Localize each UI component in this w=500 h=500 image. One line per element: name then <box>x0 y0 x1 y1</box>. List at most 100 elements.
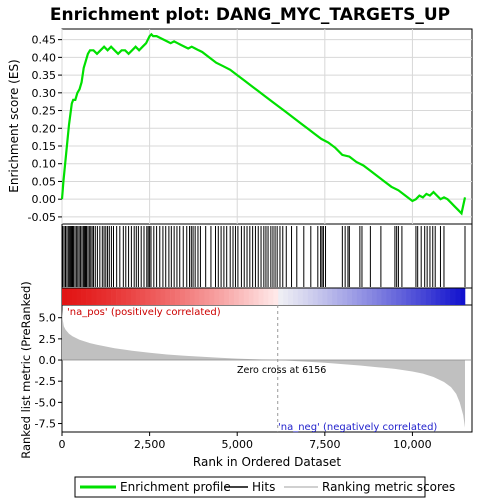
color-bar-segment <box>243 288 250 305</box>
color-bar-segment <box>455 288 461 305</box>
x-axis-ticks: 0 2,500 5,000 7,500 10,000 <box>59 432 432 451</box>
color-bar-segment <box>420 288 426 305</box>
color-bar-segment <box>125 288 132 305</box>
rank-color-bar <box>62 287 472 305</box>
color-bar-segment <box>332 288 338 305</box>
color-bar-segment <box>342 288 348 305</box>
color-bar-segment <box>391 288 397 305</box>
color-bar-segment <box>91 288 97 305</box>
color-bar-segment <box>155 288 161 305</box>
es-y-tick-label: 0.30 <box>32 87 57 100</box>
color-bar-segment <box>76 288 82 305</box>
color-bar-segment <box>376 288 382 305</box>
color-bar-segment <box>445 288 451 305</box>
color-bar-segment <box>386 288 392 305</box>
color-bar-segment <box>160 288 166 305</box>
color-bar-segment <box>238 288 245 305</box>
x-tick-label: 7,500 <box>309 438 341 451</box>
metric-area <box>62 305 472 432</box>
color-bar-segment <box>116 288 122 305</box>
negative-correlation-label: 'na_neg' (negatively correlated) <box>278 422 437 433</box>
es-panel-frame <box>61 28 473 225</box>
metric-y-tick-label: 2.5 <box>39 333 57 346</box>
metric-y-ticks: 5.0 2.5 0.0 -2.5 -5.0 -7.5 <box>35 312 62 431</box>
color-bar-segment <box>337 288 343 305</box>
x-tick-label: 2,500 <box>134 438 166 451</box>
color-bar-segment <box>322 288 328 305</box>
color-bar-segment <box>410 288 417 305</box>
color-bar-segment <box>62 288 68 305</box>
color-bar-segment <box>253 288 259 305</box>
color-bar-segment <box>145 288 151 305</box>
color-bar-segment <box>366 288 372 305</box>
es-y-tick-label: 0.15 <box>32 140 57 153</box>
metric-y-tick-label: 5.0 <box>39 312 57 325</box>
color-bar-segment <box>214 288 220 305</box>
x-tick-label: 5,000 <box>221 438 253 451</box>
es-y-tick-label: 0.20 <box>32 122 57 135</box>
x-tick-label: 10,000 <box>393 438 432 451</box>
metric-y-tick-label: -2.5 <box>35 375 56 388</box>
color-bar-segment <box>356 288 363 305</box>
x-tick-label: 0 <box>59 438 66 451</box>
color-bar-segment <box>204 288 210 305</box>
color-bar-segment <box>361 288 368 305</box>
metric-y-tick-label: -5.0 <box>35 396 56 409</box>
legend-box <box>74 476 426 498</box>
color-bar-segment <box>302 288 309 305</box>
es-line-group <box>60 32 467 216</box>
color-bar-segment <box>179 288 186 305</box>
color-bar-segment <box>278 288 284 305</box>
color-bar-segment <box>396 288 402 305</box>
es-y-tick-label: 0.05 <box>32 175 57 188</box>
color-bar-segment <box>66 288 73 305</box>
color-bar-segment <box>86 288 92 305</box>
es-y-tick-label: 0.45 <box>32 34 57 47</box>
color-bar-segment <box>111 288 117 305</box>
zero-cross-label: Zero cross at 6156 <box>237 365 326 376</box>
es-y-ticks: 0.45 0.40 0.35 0.30 0.25 0.20 0.15 0.10 0.05 0.00… <box>28 34 62 224</box>
color-bar-segment <box>415 288 422 305</box>
color-bar-segment <box>327 288 333 305</box>
color-bar-segment <box>199 288 205 305</box>
color-bar-segment <box>229 288 235 305</box>
color-bar-segment <box>258 288 264 305</box>
legend-label-ranking-metric: Ranking metric scores <box>322 480 455 494</box>
color-bar-segment <box>135 288 141 305</box>
es-y-tick-label: 0.10 <box>32 158 57 171</box>
color-bar-segment <box>224 288 230 305</box>
color-bar-segment <box>297 288 304 305</box>
color-bar-segment <box>317 288 323 305</box>
color-bar-segment <box>425 288 431 305</box>
color-bar-segment <box>170 288 176 305</box>
es-y-axis-label: Enrichment score (ES) <box>7 59 21 192</box>
metric-y-tick-label: -7.5 <box>35 418 56 431</box>
color-bar-segment <box>209 288 215 305</box>
color-bar-segment <box>106 288 112 305</box>
color-bar-segment <box>263 288 269 305</box>
color-bar-segment <box>71 288 78 305</box>
color-bar-segment <box>430 288 436 305</box>
color-bar-segment <box>283 288 289 305</box>
color-bar-segment <box>81 288 87 305</box>
x-axis-label: Rank in Ordered Dataset <box>193 455 341 469</box>
color-bar-segment <box>234 288 240 305</box>
color-bar-segment <box>406 288 412 305</box>
color-bar-segment <box>371 288 377 305</box>
color-bar-segment <box>450 288 456 305</box>
es-y-tick-label: 0.40 <box>32 51 57 64</box>
es-line <box>60 32 467 216</box>
color-bar-segment <box>460 288 466 305</box>
positive-correlation-label: 'na_pos' (positively correlated) <box>67 307 221 318</box>
metric-y-tick-label: 0.0 <box>39 354 57 367</box>
legend-label-enrichment-profile: Enrichment profile <box>120 480 231 494</box>
legend-label-hits: Hits <box>252 480 275 494</box>
color-bar-segment <box>435 288 441 305</box>
color-bar-segment <box>312 288 318 305</box>
color-bar-segment <box>194 288 200 305</box>
color-bar-segment <box>184 288 191 305</box>
color-bar-segment <box>307 288 313 305</box>
es-y-tick-label: -0.05 <box>28 211 56 224</box>
color-bar-segment <box>165 288 171 305</box>
